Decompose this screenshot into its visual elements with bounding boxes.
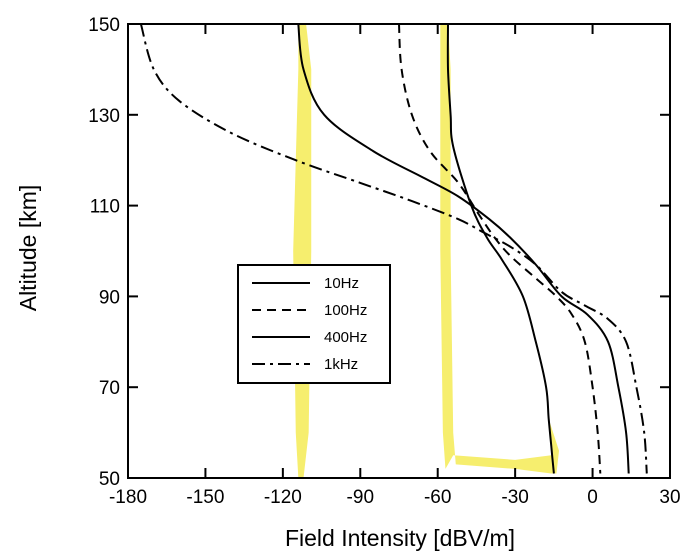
x-tick-label: -30: [501, 487, 528, 508]
x-tick-label: 0: [587, 487, 598, 508]
y-tick-label: 50: [99, 469, 120, 490]
series-line-1khz: [139, 23, 648, 474]
highlight-band-1: [293, 24, 312, 478]
series-line-400hz: [297, 23, 630, 474]
series-line-100hz: [398, 23, 602, 474]
legend-label-400hz: 400Hz: [324, 329, 367, 346]
x-tick-label: -60: [424, 487, 451, 508]
legend-items: 10Hz 100Hz 400Hz 1kHz: [252, 275, 367, 373]
legend-label-100hz: 100Hz: [324, 302, 367, 319]
x-tick-label: 30: [659, 487, 680, 508]
series-layer: [139, 23, 648, 474]
x-axis-title: Field Intensity [dBV/m]: [285, 525, 515, 551]
plot-frame: [127, 23, 671, 479]
highlight-band-2: [440, 24, 560, 474]
x-tick-label: -150: [186, 487, 224, 508]
y-tick-label: 150: [88, 15, 120, 36]
x-tick-label: -180: [109, 487, 147, 508]
y-tick-label: 110: [90, 197, 120, 218]
y-tick-label: 70: [99, 378, 120, 399]
x-tick-label: -120: [264, 487, 302, 508]
x-tick-label: -90: [347, 487, 374, 508]
highlight-layer: [293, 24, 560, 478]
legend-label-10hz: 10Hz: [324, 275, 359, 292]
series-line-10hz: [446, 23, 555, 474]
y-axis-title: Altitude [km]: [15, 185, 41, 312]
legend: 10Hz 100Hz 400Hz 1kHz: [237, 264, 391, 384]
y-tick-label: 90: [99, 287, 120, 308]
y-tick-label: 130: [88, 106, 120, 127]
legend-label-1khz: 1kHz: [324, 356, 358, 373]
ticks-layer: -180 -150 -120 -90 -60 -30 0 30 50 70 90 110 130 150: [88, 15, 680, 508]
